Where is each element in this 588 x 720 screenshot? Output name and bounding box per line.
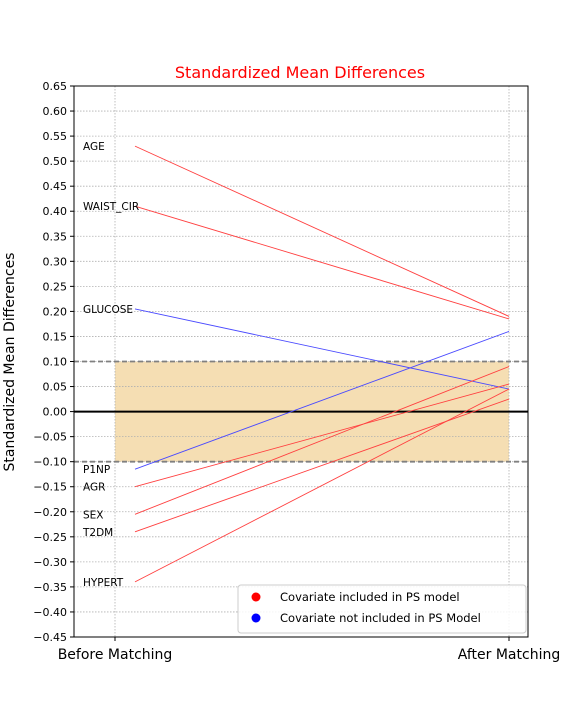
y-tick-label: −0.40 — [33, 606, 67, 619]
legend-marker — [251, 592, 261, 602]
y-tick-label: −0.45 — [33, 631, 67, 644]
series-line-agr — [134, 383, 510, 488]
y-tick-label: 0.50 — [43, 155, 68, 168]
y-tick-label: 0.30 — [43, 255, 68, 268]
plot-area: 0.65 0.60 0.55 0.50 0.45 0.40 0.35 0.30 0.25 0.20… — [33, 80, 560, 663]
y-tick-label: −0.35 — [33, 581, 67, 594]
y-tick-label: −0.20 — [33, 506, 67, 519]
series-line-hypert — [134, 388, 510, 583]
series-label-age: AGE — [83, 141, 105, 153]
y-tick-label: 0.35 — [43, 230, 68, 243]
y-axis-label: Standardized Mean Differences — [2, 253, 18, 472]
y-tick-label: −0.05 — [33, 431, 67, 444]
y-tick-label: 0.20 — [43, 305, 68, 318]
x-tick-label: Before Matching — [58, 647, 173, 663]
y-tick-label: −0.30 — [33, 556, 67, 569]
y-tick-label: −0.25 — [33, 531, 67, 544]
y-tick-label: 0.15 — [43, 330, 68, 343]
series-label-t2dm: T2DM — [82, 527, 113, 539]
series-label-p1np: P1NP — [83, 464, 110, 476]
y-tick-label: −0.15 — [33, 481, 67, 494]
y-tick-label: 0.10 — [43, 356, 68, 369]
y-tick-label: 0.00 — [43, 406, 68, 419]
series-line-p1np — [134, 331, 510, 470]
chart-title: Standardized Mean Differences — [175, 63, 425, 82]
y-tick-label: 0.25 — [43, 280, 68, 293]
legend-marker — [251, 613, 261, 623]
legend-label: Covariate not included in PS Model — [280, 611, 481, 625]
y-tick-label: 0.55 — [43, 130, 68, 143]
series-label-waist_cir: WAIST_CIR — [83, 201, 139, 213]
legend-label: Covariate included in PS model — [280, 590, 460, 604]
y-tick-label: 0.05 — [43, 381, 68, 394]
series-line-waist_cir — [134, 205, 510, 320]
y-tick-label: 0.60 — [43, 105, 68, 118]
y-tick-label: 0.40 — [43, 205, 68, 218]
series-line-age — [134, 145, 510, 317]
y-tick-label: 0.45 — [43, 180, 68, 193]
series-label-sex: SEX — [83, 509, 104, 521]
series-label-glucose: GLUCOSE — [83, 304, 133, 316]
series-line-glucose — [134, 308, 510, 390]
plot-frame — [73, 85, 529, 638]
y-tick-label: 0.65 — [43, 80, 68, 93]
series-line-sex — [134, 366, 510, 515]
x-tick-label: After Matching — [458, 647, 560, 663]
legend-box — [237, 584, 527, 634]
series-label-hypert: HYPERT — [83, 577, 124, 589]
series-label-agr: AGR — [83, 482, 105, 494]
y-tick-label: −0.10 — [33, 456, 67, 469]
